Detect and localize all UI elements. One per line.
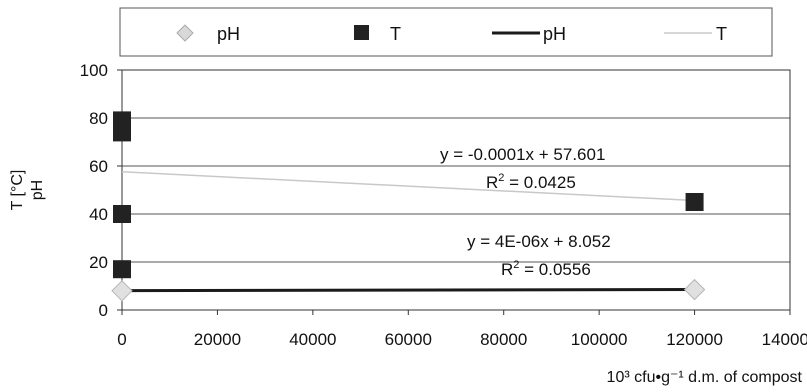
- y-axis-title-line1: T [°C]: [9, 170, 26, 211]
- plot-area: [121, 69, 791, 311]
- legend-label-t-marker: T: [390, 24, 401, 44]
- ph-r2-value: = 0.0556: [519, 260, 590, 279]
- x-tick-label-120000: 120000: [666, 330, 723, 349]
- y-tick-label-20: 20: [89, 253, 108, 272]
- t-trendline-r2: R2 = 0.0425: [486, 172, 576, 192]
- y-tick-label-80: 80: [89, 109, 108, 128]
- legend-label-ph-line: pH: [543, 24, 566, 44]
- marker-t-0: [113, 260, 131, 279]
- x-axis-ticks: 0 20000 40000 60000 80000 100000 120000 140000: [117, 310, 807, 349]
- marker-t-1: [113, 205, 131, 223]
- gridlines: [122, 117, 790, 263]
- t-trendline-equation: y = -0.0001x + 57.601: [440, 145, 605, 164]
- trendline-t-3: [121, 171, 695, 202]
- t-r2-label: R: [486, 173, 498, 192]
- legend-item-ph-marker: pH: [176, 24, 240, 44]
- x-axis-title: 10³ cfu•g⁻¹ d.m. of compost: [607, 369, 803, 386]
- t-r2-value: = 0.0425: [504, 173, 575, 192]
- y-axis-ticks: 0 20 40 60 80 100: [80, 61, 122, 320]
- legend-square-marker: [354, 25, 369, 40]
- legend-diamond-marker: [176, 24, 194, 42]
- t-r2-sup: 2: [498, 172, 504, 184]
- legend-label-ph-marker: pH: [217, 24, 240, 44]
- ph-trendline-annotation: y = 4E-06x + 8.052 R2 = 0.0556: [467, 232, 611, 279]
- x-tick-label-100000: 100000: [571, 330, 628, 349]
- trendline-ph-2: [121, 288, 695, 293]
- legend-item-ph-line: pH: [492, 24, 566, 44]
- x-tick-label-20000: 20000: [194, 330, 241, 349]
- y-tick-label-0: 0: [99, 301, 108, 320]
- trendlines: [121, 171, 695, 293]
- legend-item-t-line: T: [664, 24, 727, 44]
- marker-ph-1: [683, 278, 706, 301]
- y-tick-label-60: 60: [89, 157, 108, 176]
- ph-trendline-r2: R2 = 0.0556: [501, 259, 591, 279]
- y-tick-label-100: 100: [80, 61, 108, 80]
- legend-box: [119, 7, 773, 57]
- x-tick-label-140000: 140000: [762, 330, 807, 349]
- x-tick-label-60000: 60000: [385, 330, 432, 349]
- y-axis-title-line2: pH: [29, 180, 46, 200]
- legend-label-t-line: T: [716, 24, 727, 44]
- y-tick-label-40: 40: [89, 205, 108, 224]
- ph-trendline-equation: y = 4E-06x + 8.052: [467, 232, 611, 251]
- x-tick-label-0: 0: [117, 330, 126, 349]
- x-tick-label-80000: 80000: [480, 330, 527, 349]
- marker-t-3: [113, 111, 131, 130]
- t-trendline-annotation: y = -0.0001x + 57.601 R2 = 0.0425: [440, 145, 605, 192]
- ph-r2-sup: 2: [513, 259, 519, 271]
- marker-ph-0: [111, 280, 133, 302]
- x-tick-label-40000: 40000: [289, 330, 336, 349]
- markers: [111, 111, 706, 302]
- marker-t-4: [685, 193, 704, 211]
- legend-item-t-marker: T: [354, 24, 401, 44]
- ph-r2-label: R: [501, 260, 513, 279]
